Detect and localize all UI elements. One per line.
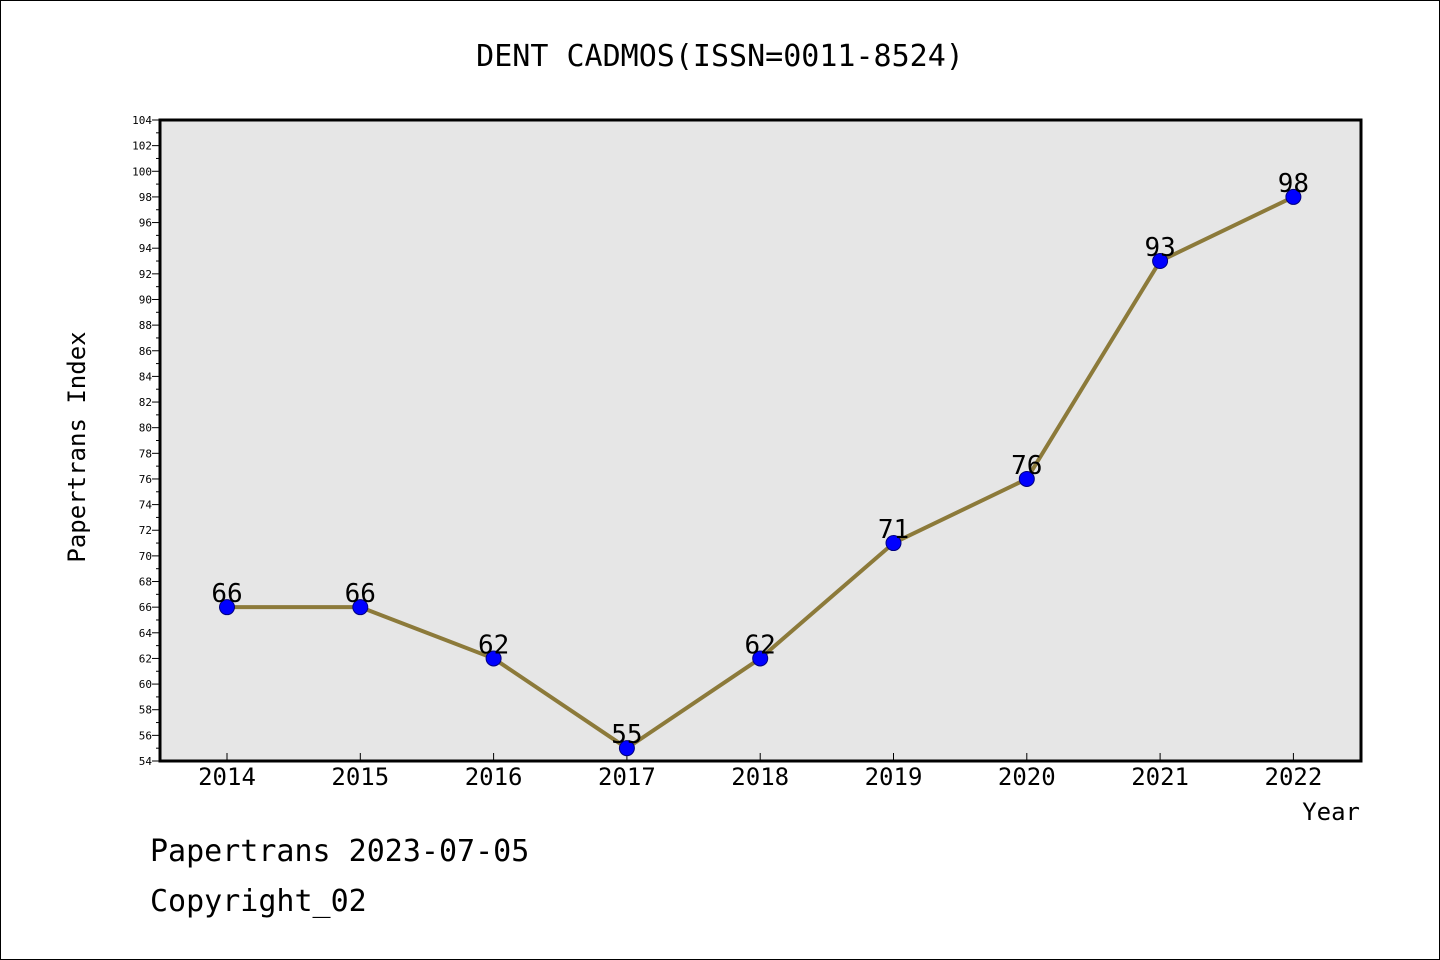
y-tick-label: 104 <box>132 114 152 127</box>
x-tick-label: 2017 <box>598 763 656 791</box>
x-tick-label: 2018 <box>731 763 789 791</box>
data-point <box>219 599 235 616</box>
y-tick-label: 54 <box>139 755 153 768</box>
data-point <box>618 740 635 757</box>
x-tick-label: 2015 <box>331 763 389 791</box>
data-point <box>885 535 902 552</box>
data-point <box>1018 470 1035 487</box>
y-tick-label: 56 <box>139 729 152 742</box>
footer-date-text: Papertrans 2023-07-05 <box>150 834 530 869</box>
data-point <box>1152 253 1169 270</box>
y-tick-label: 72 <box>139 524 152 537</box>
y-tick-label: 88 <box>139 319 152 332</box>
y-tick-label: 70 <box>139 550 152 563</box>
y-tick-label: 94 <box>139 242 153 255</box>
y-tick-label: 66 <box>139 601 152 614</box>
y-tick-label: 64 <box>139 627 153 640</box>
y-tick-label: 58 <box>139 704 152 717</box>
footer-copyright-text: Copyright_02 <box>150 884 367 919</box>
data-label: 66 <box>345 579 376 609</box>
data-label: 98 <box>1278 169 1309 199</box>
y-tick-label: 90 <box>139 293 152 306</box>
data-point <box>352 599 369 616</box>
x-tick-label: 2016 <box>465 763 523 791</box>
data-point <box>1285 188 1302 205</box>
y-tick-label: 80 <box>139 422 152 435</box>
y-tick-label: 86 <box>139 345 152 358</box>
y-tick-label: 82 <box>139 396 152 409</box>
y-tick-label: 60 <box>139 678 152 691</box>
x-axis: 2014 2015 2016 2017 2018 2019 2020 2021 2022 <box>198 753 1322 791</box>
y-axis-label: Papertrans Index <box>63 331 91 562</box>
data-label: 93 <box>1144 233 1175 263</box>
y-tick-label: 96 <box>139 217 152 230</box>
data-point <box>752 650 769 667</box>
series-papertrans-index: 66 66 62 55 62 71 76 93 98 <box>211 169 1309 757</box>
data-label: 62 <box>478 630 509 660</box>
y-tick-label: 76 <box>139 473 152 486</box>
y-tick-label: 62 <box>139 652 152 665</box>
x-axis-label: Year <box>1302 798 1360 826</box>
data-label: 66 <box>211 579 242 609</box>
data-label: 76 <box>1011 451 1042 481</box>
y-tick-label: 98 <box>139 191 152 204</box>
x-tick-label: 2014 <box>198 763 256 791</box>
y-tick-label: 102 <box>132 140 152 153</box>
x-tick-label: 2020 <box>998 763 1056 791</box>
y-axis: 54 56 58 60 62 64 66 68 70 72 74 76 78 80 82 84 86 88 90 92… <box>132 114 160 768</box>
data-point <box>485 650 502 667</box>
x-tick-label: 2022 <box>1265 763 1323 791</box>
data-label: 62 <box>745 630 776 660</box>
data-label: 55 <box>611 720 642 750</box>
y-tick-label: 78 <box>139 447 152 460</box>
x-tick-label: 2019 <box>865 763 923 791</box>
chart-title: DENT CADMOS(ISSN=0011-8524) <box>476 39 964 74</box>
y-tick-label: 84 <box>139 370 153 383</box>
data-label: 71 <box>878 515 909 545</box>
y-tick-label: 68 <box>139 576 152 589</box>
y-tick-label: 100 <box>132 165 152 178</box>
y-tick-label: 92 <box>139 268 152 281</box>
y-tick-label: 74 <box>139 499 153 512</box>
x-tick-label: 2021 <box>1131 763 1189 791</box>
